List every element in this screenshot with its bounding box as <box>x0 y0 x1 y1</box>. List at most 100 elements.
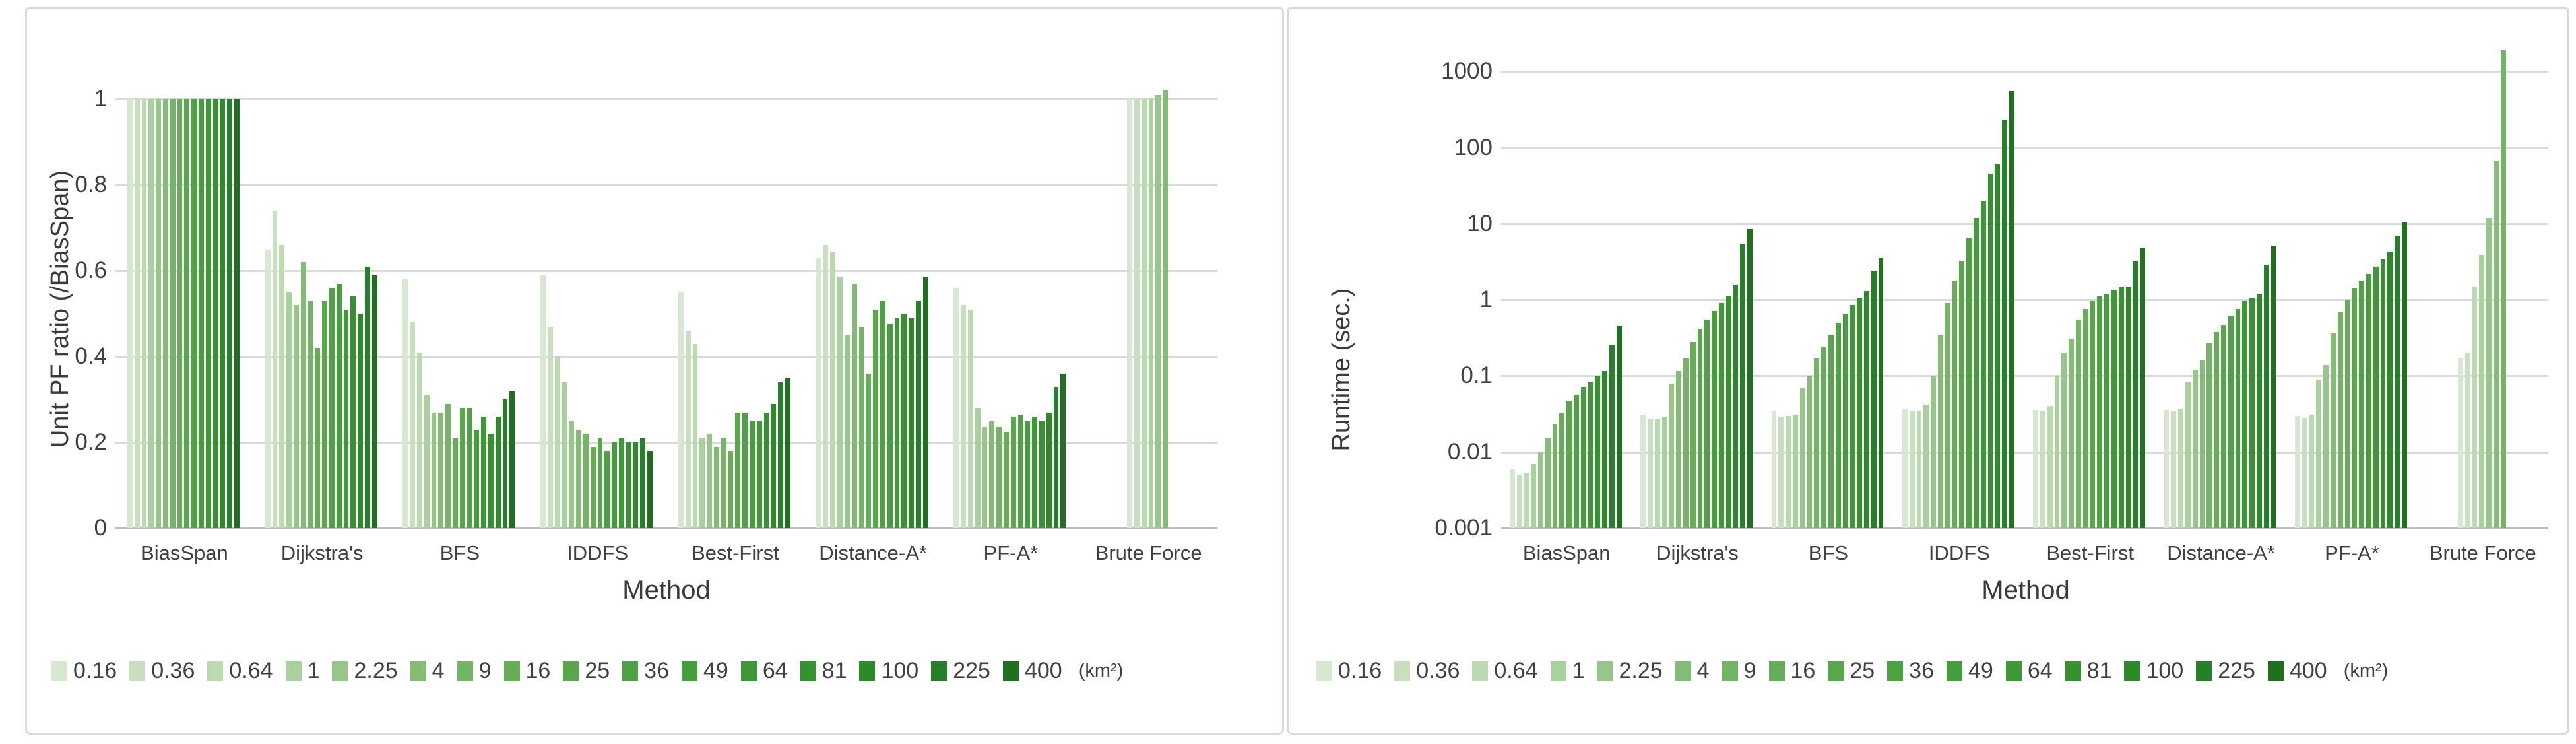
bar-IDDFS-81 <box>626 442 631 528</box>
bar-Dijkstra's-100 <box>1733 284 1739 528</box>
bar-Dijkstra's-9 <box>307 300 313 528</box>
bar-BiasSpan-16 <box>177 99 183 528</box>
bar-Dijkstra's-2.25 <box>293 305 299 528</box>
legend-swatch-icon <box>740 661 757 681</box>
bar-Distance-A*-64 <box>2242 301 2248 528</box>
legend-unit-suffix: (km²) <box>1078 660 1124 681</box>
bar-Best-First-64 <box>756 421 762 528</box>
x-axis-category-label: Dijkstra's <box>1656 541 1739 564</box>
left-x-axis-title: Method <box>622 576 711 605</box>
legend-item-49: 49 <box>682 658 728 684</box>
bar-IDDFS-400 <box>647 451 653 528</box>
bar-Brute Force-1 <box>2479 254 2485 528</box>
bar-Brute Force-4 <box>1163 90 1169 528</box>
legend-item-4: 4 <box>410 658 445 684</box>
bar-Distance-A*-4 <box>851 283 857 528</box>
bar-Brute Force-4 <box>2494 160 2499 528</box>
right-legend: 0.16 0.36 0.64 1 2.25 4 9 16 25 36 49 64 81 100 225 400… <box>1316 658 2388 684</box>
bar-Dijkstra's-64 <box>343 309 349 528</box>
bar-Distance-A*-25 <box>873 309 878 528</box>
bar-PF-A*-25 <box>1010 417 1016 528</box>
bar-Dijkstra's-25 <box>1697 328 1703 528</box>
legend-item-9: 9 <box>457 658 492 684</box>
bar-IDDFS-49 <box>612 442 618 528</box>
legend-item-0.16: 0.16 <box>1316 658 1382 684</box>
legend-swatch-icon <box>457 661 473 681</box>
bar-Best-First-36 <box>742 412 748 528</box>
bar-BFS-1 <box>424 395 430 528</box>
bar-Best-First-16 <box>2082 308 2088 528</box>
bar-BFS-81 <box>488 434 494 528</box>
bar-IDDFS-1 <box>562 382 567 528</box>
bar-IDDFS-4 <box>1937 334 1943 528</box>
bar-Dijkstra's-36 <box>329 288 335 528</box>
bar-Distance-A*-2.25 <box>844 335 850 528</box>
legend-label: 400 <box>1024 658 1062 683</box>
bar-Distance-A*-0.64 <box>2178 409 2184 528</box>
bar-BiasSpan-0.16 <box>127 99 133 528</box>
left-y-axis-title: Unit PF ratio (/BiasSpan) <box>46 170 74 448</box>
bar-Best-First-0.36 <box>685 331 691 528</box>
legend-swatch-icon <box>332 661 348 681</box>
bar-Dijkstra's-9 <box>1683 358 1689 528</box>
bar-Best-First-36 <box>2097 296 2103 528</box>
gridline <box>1501 71 2548 73</box>
legend-item-225: 225 <box>2196 658 2255 684</box>
bar-Best-First-100 <box>771 403 777 528</box>
bar-Best-First-64 <box>2111 290 2117 528</box>
legend-swatch-icon <box>1316 661 1332 681</box>
bar-Dijkstra's-0.16 <box>265 249 271 528</box>
bar-BiasSpan-36 <box>1573 395 1579 528</box>
left-legend: 0.16 0.36 0.64 1 2.25 4 9 16 25 36 49 64 81 100 225 400… <box>51 658 1123 684</box>
bar-BFS-9 <box>445 403 451 528</box>
gridline <box>115 184 1217 186</box>
legend-swatch-icon <box>622 661 639 681</box>
bar-Distance-A*-64 <box>894 318 900 528</box>
legend-swatch-icon <box>1722 661 1738 681</box>
legend-label: 100 <box>881 658 919 683</box>
bar-BFS-16 <box>1821 347 1826 528</box>
bar-Distance-A*-225 <box>915 300 921 528</box>
legend-label: 225 <box>2218 658 2255 683</box>
right-y-axis-title: Runtime (sec.) <box>1328 288 1355 452</box>
bar-IDDFS-25 <box>597 438 603 528</box>
bar-BiasSpan-400 <box>1616 326 1622 528</box>
bar-BFS-0.36 <box>410 322 416 528</box>
bar-BiasSpan-400 <box>234 99 240 528</box>
legend-label: 0.64 <box>1494 658 1538 683</box>
bar-Best-First-225 <box>2133 261 2139 528</box>
bar-BiasSpan-0.16 <box>1509 469 1515 528</box>
bar-BiasSpan-2.25 <box>156 99 161 528</box>
bar-Distance-A*-9 <box>858 326 864 528</box>
bar-Dijkstra's-225 <box>364 266 370 528</box>
bar-BFS-100 <box>495 417 501 528</box>
legend-swatch-icon <box>1550 661 1566 681</box>
bar-Distance-A*-1 <box>837 277 843 528</box>
legend-item-4: 4 <box>1675 658 1710 684</box>
legend-label: 16 <box>525 658 551 683</box>
bar-Best-First-0.16 <box>2033 409 2039 528</box>
bar-IDDFS-9 <box>1945 303 1950 528</box>
bar-PF-A*-81 <box>2380 259 2386 528</box>
x-axis-category-label: Best-First <box>692 541 779 564</box>
x-axis-category-label: Dijkstra's <box>280 541 364 564</box>
bar-BFS-25 <box>459 408 465 528</box>
bar-PF-A*-36 <box>1017 414 1023 528</box>
bar-Best-First-1 <box>2054 376 2060 528</box>
bar-Best-First-49 <box>749 421 755 528</box>
bar-BiasSpan-25 <box>184 99 190 528</box>
legend-label: 0.36 <box>1416 658 1460 683</box>
legend-item-16: 16 <box>1768 658 1815 684</box>
bar-Brute Force-0.64 <box>1141 99 1147 528</box>
bar-BFS-100 <box>1863 290 1869 528</box>
bar-PF-A*-16 <box>2344 300 2350 528</box>
bar-Distance-A*-81 <box>2249 298 2255 528</box>
legend-label: 49 <box>703 658 728 683</box>
bar-BFS-2.25 <box>1799 388 1805 528</box>
bar-Best-First-25 <box>735 412 741 528</box>
bar-BFS-400 <box>509 391 515 528</box>
bar-Distance-A*-16 <box>866 374 872 528</box>
legend-label: 0.16 <box>1338 658 1382 683</box>
bar-PF-A*-0.16 <box>953 288 959 528</box>
bar-IDDFS-49 <box>1973 217 1979 528</box>
